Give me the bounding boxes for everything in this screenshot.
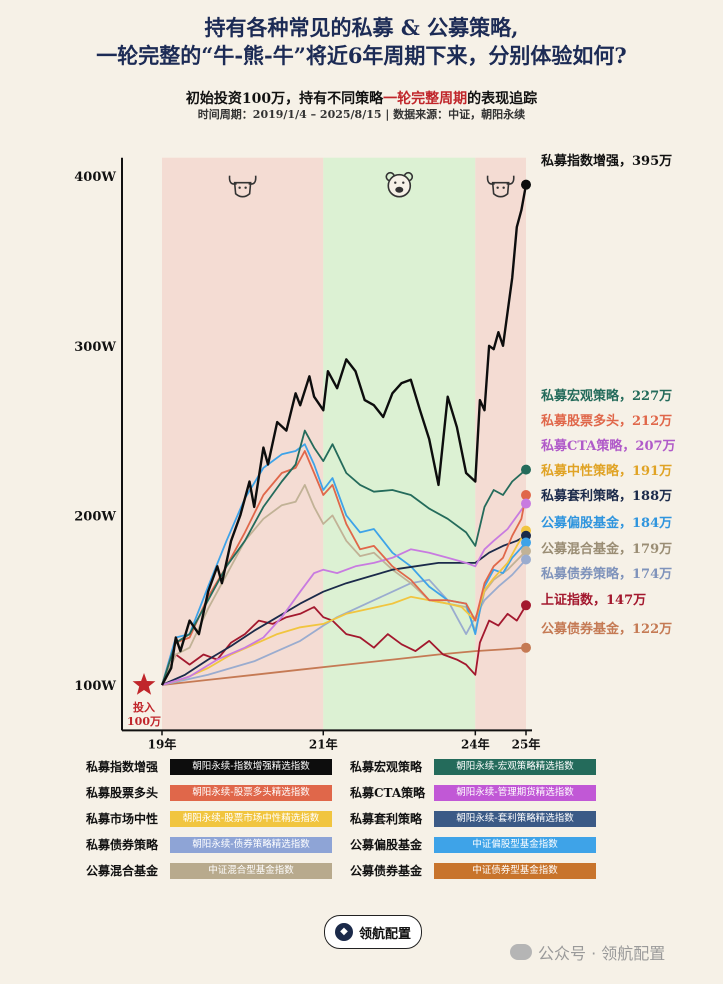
chart-subtitle: 初始投资100万，持有不同策略一轮完整周期的表现追踪 — [0, 88, 723, 108]
bull-icon — [228, 175, 257, 198]
endpoint-dot-s4 — [521, 498, 531, 509]
bear-nose — [395, 186, 404, 193]
bear-eye — [394, 181, 397, 184]
series-end-label-s6: 私募套利策略，188万 — [541, 488, 672, 504]
legend-swatch: 朝阳永续-股票市场中性精选指数 — [170, 810, 332, 827]
series-line-s3 — [161, 450, 527, 686]
watermark-text: 公众号 · 领航配置 — [538, 944, 666, 963]
series-line-s6 — [161, 535, 527, 686]
legend-label: 私募股票多头 — [86, 786, 159, 800]
series-end-label-s11: 公募债券基金，122万 — [541, 621, 672, 637]
series-end-label-s1: 私募指数增强，395万 — [541, 153, 672, 169]
endpoint-dot-s1 — [521, 179, 531, 190]
legend-label: 私募指数增强 — [86, 760, 159, 774]
bull-icon — [486, 175, 515, 198]
legend-row: 私募债券策略 朝阳永续-债券策略精选指数 公募偏股基金 中证偏股型基金指数 — [86, 835, 626, 854]
start-label-line2: 100万 — [127, 715, 161, 728]
watermark: 公众号 · 领航配置 — [510, 940, 665, 964]
legend-label: 私募债券策略 — [86, 838, 159, 852]
legend-label: 私募CTA策略 — [350, 786, 426, 800]
series-end-label-s4: 私募CTA策略，207万 — [541, 438, 676, 454]
legend-row: 私募指数增强 朝阳永续-指数增强精选指数 私募宏观策略 朝阳永续-宏观策略精选指数 — [86, 757, 626, 776]
legend-swatch: 中证混合型基金指数 — [170, 862, 332, 879]
region-bear — [323, 157, 476, 731]
legend-swatch: 朝阳永续-债券策略精选指数 — [170, 836, 332, 853]
bull-eye — [244, 186, 247, 189]
bull-eye — [502, 186, 505, 189]
subtitle-post: 的表现追踪 — [467, 91, 538, 107]
bear-face — [387, 173, 412, 198]
legend-label: 私募宏观策略 — [350, 760, 423, 774]
bull-eye — [496, 186, 499, 189]
endpoint-dot-s2 — [521, 464, 531, 475]
series-end-label-s8: 公募混合基金，179万 — [541, 541, 672, 557]
y-tick-label: 100W — [74, 679, 116, 694]
series-end-label-s7: 公募偏股基金，184万 — [541, 515, 672, 531]
subtitle-pre: 初始投资100万，持有不同策略 — [185, 91, 384, 107]
x-tick-year: 19年 — [148, 736, 177, 750]
page-title-line2: 一轮完整的“牛-熊-牛”将近6年周期下来，分别体验如何? — [96, 43, 627, 68]
y-tick-label: 400W — [74, 170, 116, 185]
legend-swatch: 中证债券型基金指数 — [434, 862, 596, 879]
legend-label: 公募债券基金 — [350, 864, 423, 878]
series-end-label-s10: 上证指数，147万 — [541, 592, 646, 608]
series-line-s2 — [161, 429, 527, 686]
y-tick-label: 300W — [74, 340, 116, 355]
page-title-line1: 持有各种常见的私募 & 公募策略, — [204, 15, 519, 40]
x-tick-year: 21年 — [309, 736, 338, 750]
legend-swatch: 朝阳永续-股票多头精选指数 — [170, 784, 332, 801]
brand-badge-label: 领航配置 — [358, 926, 411, 942]
legend-row: 公募混合基金 中证混合型基金指数 公募债券基金 中证债券型基金指数 — [86, 861, 626, 880]
legend-label: 公募混合基金 — [86, 864, 159, 878]
bull-face — [491, 181, 510, 198]
x-tick-year: 25年 — [512, 736, 541, 750]
region-bull — [162, 157, 324, 731]
endpoint-dot-s11 — [521, 642, 531, 653]
bull-face — [233, 181, 252, 198]
x-tick-year: 24年 — [461, 736, 490, 750]
line-chart: 100W200W300W400W19年1月21年12月24年9月25年8月 私募… — [74, 153, 676, 750]
series-line-s11 — [161, 646, 527, 686]
series-end-label-s9: 私募债券策略，174万 — [541, 566, 672, 582]
endpoint-dot-s7 — [521, 537, 531, 548]
legend-swatch: 朝阳永续-套利策略精选指数 — [434, 810, 596, 827]
legend-row: 私募市场中性 朝阳永续-股票市场中性精选指数 私募套利策略 朝阳永续-套利策略精选指数 — [86, 809, 626, 828]
legend-label: 私募套利策略 — [350, 812, 423, 826]
data-source-line: 时间周期：2019/1/4 – 2025/8/15 | 数据来源：中证，朝阳永续 — [197, 108, 526, 121]
series-end-label-s2: 私募宏观策略，227万 — [541, 388, 672, 404]
legend-swatch: 中证偏股型基金指数 — [434, 836, 596, 853]
legend-label: 公募偏股基金 — [350, 838, 423, 852]
legend-swatch: 朝阳永续-指数增强精选指数 — [170, 758, 332, 775]
wechat-icon — [510, 944, 532, 960]
bear-icon — [385, 171, 414, 198]
endpoint-dot-s8 — [521, 546, 531, 557]
brand-badge[interactable]: ◆ 领航配置 — [324, 915, 422, 949]
legend-swatch: 朝阳永续-宏观策略精选指数 — [434, 758, 596, 775]
bear-eye — [402, 181, 405, 184]
endpoint-dot-s10 — [521, 600, 531, 611]
subtitle-highlight: 一轮完整周期 — [383, 91, 468, 107]
legend-label: 私募市场中性 — [86, 812, 159, 826]
endpoint-dot-s3 — [521, 490, 531, 501]
region-bull — [475, 157, 526, 731]
start-star-icon — [132, 673, 156, 695]
series-end-label-s5: 私募中性策略，191万 — [541, 463, 672, 479]
bull-eye — [238, 186, 241, 189]
endpoint-dot-s9 — [521, 554, 531, 565]
series-line-s1 — [160, 184, 528, 686]
legend: 私募指数增强 朝阳永续-指数增强精选指数 私募宏观策略 朝阳永续-宏观策略精选指数 私募… — [86, 757, 626, 887]
series-line-s4 — [161, 502, 527, 686]
legend-swatch: 朝阳永续-管理期货精选指数 — [434, 784, 596, 801]
compass-icon: ◆ — [334, 923, 353, 941]
start-label-line1: 投入 — [133, 700, 155, 714]
series-line-s10 — [161, 604, 527, 686]
legend-row: 私募股票多头 朝阳永续-股票多头精选指数 私募CTA策略 朝阳永续-管理期货精选指数 — [86, 783, 626, 802]
y-tick-label: 200W — [74, 509, 116, 524]
series-end-label-s3: 私募股票多头，212万 — [541, 413, 672, 429]
